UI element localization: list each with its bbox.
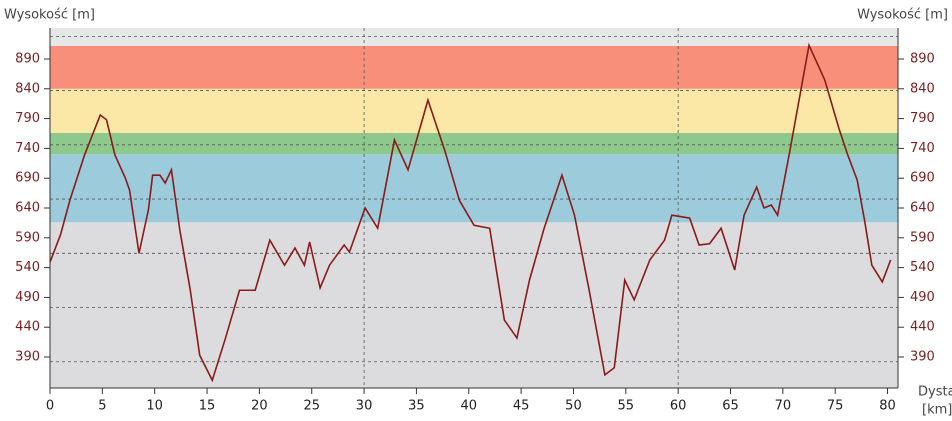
x-tick-label: 60 <box>670 399 687 414</box>
zone-band <box>50 28 898 46</box>
y-tick-label: 740 <box>910 141 935 156</box>
y-tick-label: 390 <box>15 350 40 365</box>
y-tick-label: 640 <box>910 201 935 216</box>
zone-band <box>50 222 898 388</box>
y-tick-label: 790 <box>15 111 40 126</box>
x-tick-label: 10 <box>146 399 163 414</box>
y-tick-label: 490 <box>910 290 935 305</box>
elevation-line <box>49 42 892 383</box>
y-tick-label: 890 <box>15 51 40 66</box>
x-tick-label: 45 <box>513 399 530 414</box>
x-tick-label: 0 <box>46 399 54 414</box>
zone-band <box>50 132 898 155</box>
y-tick-label: 790 <box>910 111 935 126</box>
y-tick-label: 840 <box>910 81 935 96</box>
y-axis-label-left: Wysokość [m] <box>4 8 95 23</box>
x-tick-label: 30 <box>356 399 373 414</box>
y-tick-label: 690 <box>15 171 40 186</box>
x-tick-label: 75 <box>827 399 844 414</box>
x-tick-label: 5 <box>98 399 106 414</box>
y-tick-label: 840 <box>15 81 40 96</box>
x-tick-label: 20 <box>251 399 268 414</box>
zone-band <box>50 88 898 133</box>
y-tick-label: 590 <box>15 230 40 245</box>
y-tick-label: 540 <box>910 260 935 275</box>
x-tick-label: 80 <box>879 399 896 414</box>
x-tick-label: 65 <box>722 399 739 414</box>
x-tick-label: 15 <box>199 399 216 414</box>
y-tick-label: 890 <box>910 51 935 66</box>
x-tick-label: 55 <box>618 399 635 414</box>
x-tick-label: 35 <box>408 399 425 414</box>
x-tick-label: 70 <box>775 399 792 414</box>
y-tick-label: 490 <box>15 290 40 305</box>
x-axis-unit: [km] <box>922 403 952 418</box>
y-axis-label-right: Wysokość [m] <box>857 8 948 23</box>
x-axis-label: Dysta <box>918 385 952 400</box>
x-tick-label: 50 <box>565 399 582 414</box>
y-tick-label: 590 <box>910 230 935 245</box>
x-tick-label: 25 <box>303 399 320 414</box>
y-tick-label: 640 <box>15 201 40 216</box>
y-tick-label: 390 <box>910 350 935 365</box>
y-tick-label: 740 <box>15 141 40 156</box>
y-tick-label: 440 <box>15 320 40 335</box>
x-tick-label: 40 <box>460 399 477 414</box>
zone-band <box>50 45 898 89</box>
y-tick-label: 540 <box>15 260 40 275</box>
y-tick-label: 440 <box>910 320 935 335</box>
y-tick-label: 690 <box>910 171 935 186</box>
